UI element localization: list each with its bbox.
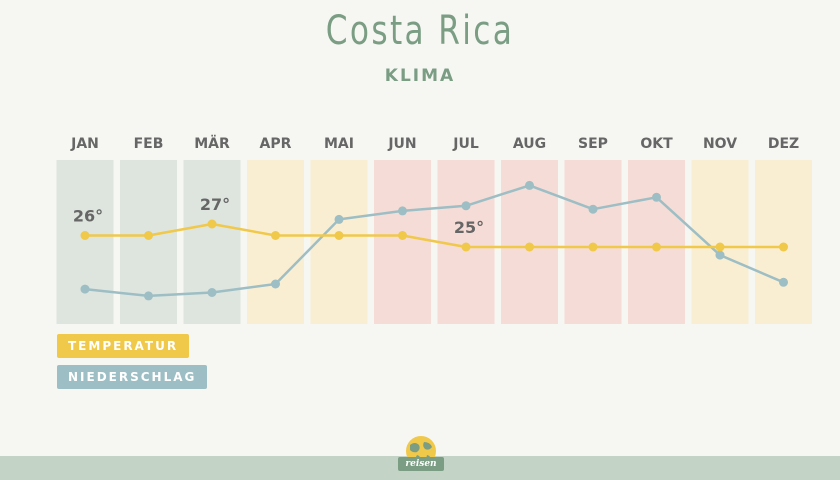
temperature-point <box>80 231 90 240</box>
temperature-point <box>271 231 280 240</box>
legend-precipitation: NIEDERSCHLAG <box>57 365 208 389</box>
month-column <box>564 160 622 324</box>
temperature-point <box>652 242 661 252</box>
page-title: Costa Rica <box>325 8 515 54</box>
precipitation-point <box>334 214 344 224</box>
month-label: AUG <box>513 136 546 152</box>
precipitation-point <box>80 284 90 294</box>
temperature-point <box>715 242 725 252</box>
precipitation-point <box>652 192 661 202</box>
precipitation-point <box>461 201 471 211</box>
temperature-point <box>588 242 598 252</box>
month-label: JUL <box>452 136 479 152</box>
logo-text: reisen <box>398 457 444 471</box>
month-label: APR <box>260 136 292 152</box>
month-column <box>183 160 241 324</box>
month-label: OKT <box>640 136 673 152</box>
temperature-line <box>85 222 784 249</box>
temperature-data-label: 25° <box>454 218 484 237</box>
temperature-point <box>334 231 344 240</box>
precipitation-point <box>398 206 407 216</box>
month-label: SEP <box>578 136 608 152</box>
month-label: FEB <box>134 136 164 152</box>
month-column <box>437 160 495 324</box>
temperature-point <box>144 231 153 240</box>
page-subtitle: KLIMA <box>384 66 456 86</box>
temperature-data-label: 27° <box>200 195 230 214</box>
month-column <box>374 160 431 324</box>
temperature-point <box>461 242 471 252</box>
month-column <box>247 160 304 324</box>
temperature-point <box>779 242 788 252</box>
month-column <box>755 160 812 324</box>
precipitation-point <box>207 288 217 297</box>
temperature-point <box>398 231 407 240</box>
month-label: JUN <box>387 136 416 152</box>
month-label: DEZ <box>768 136 799 152</box>
precipitation-point <box>588 204 598 214</box>
month-label: MAI <box>324 136 354 152</box>
precipitation-point <box>271 279 280 289</box>
temperature-point <box>525 242 534 252</box>
temperature-point <box>207 219 217 229</box>
month-column <box>56 160 114 324</box>
month-column <box>628 160 685 324</box>
month-label: NOV <box>703 136 737 152</box>
month-column <box>691 160 749 324</box>
month-label: JAN <box>70 136 99 152</box>
temperature-data-label: 26° <box>73 207 103 226</box>
month-label: MÄR <box>194 135 230 152</box>
precipitation-point <box>715 250 725 260</box>
month-column <box>310 160 368 324</box>
precipitation-point <box>144 291 153 301</box>
precipitation-point <box>779 277 788 287</box>
legend-temperature: TEMPERATUR <box>57 334 190 358</box>
precipitation-line <box>84 184 784 298</box>
precipitation-point <box>525 180 534 190</box>
